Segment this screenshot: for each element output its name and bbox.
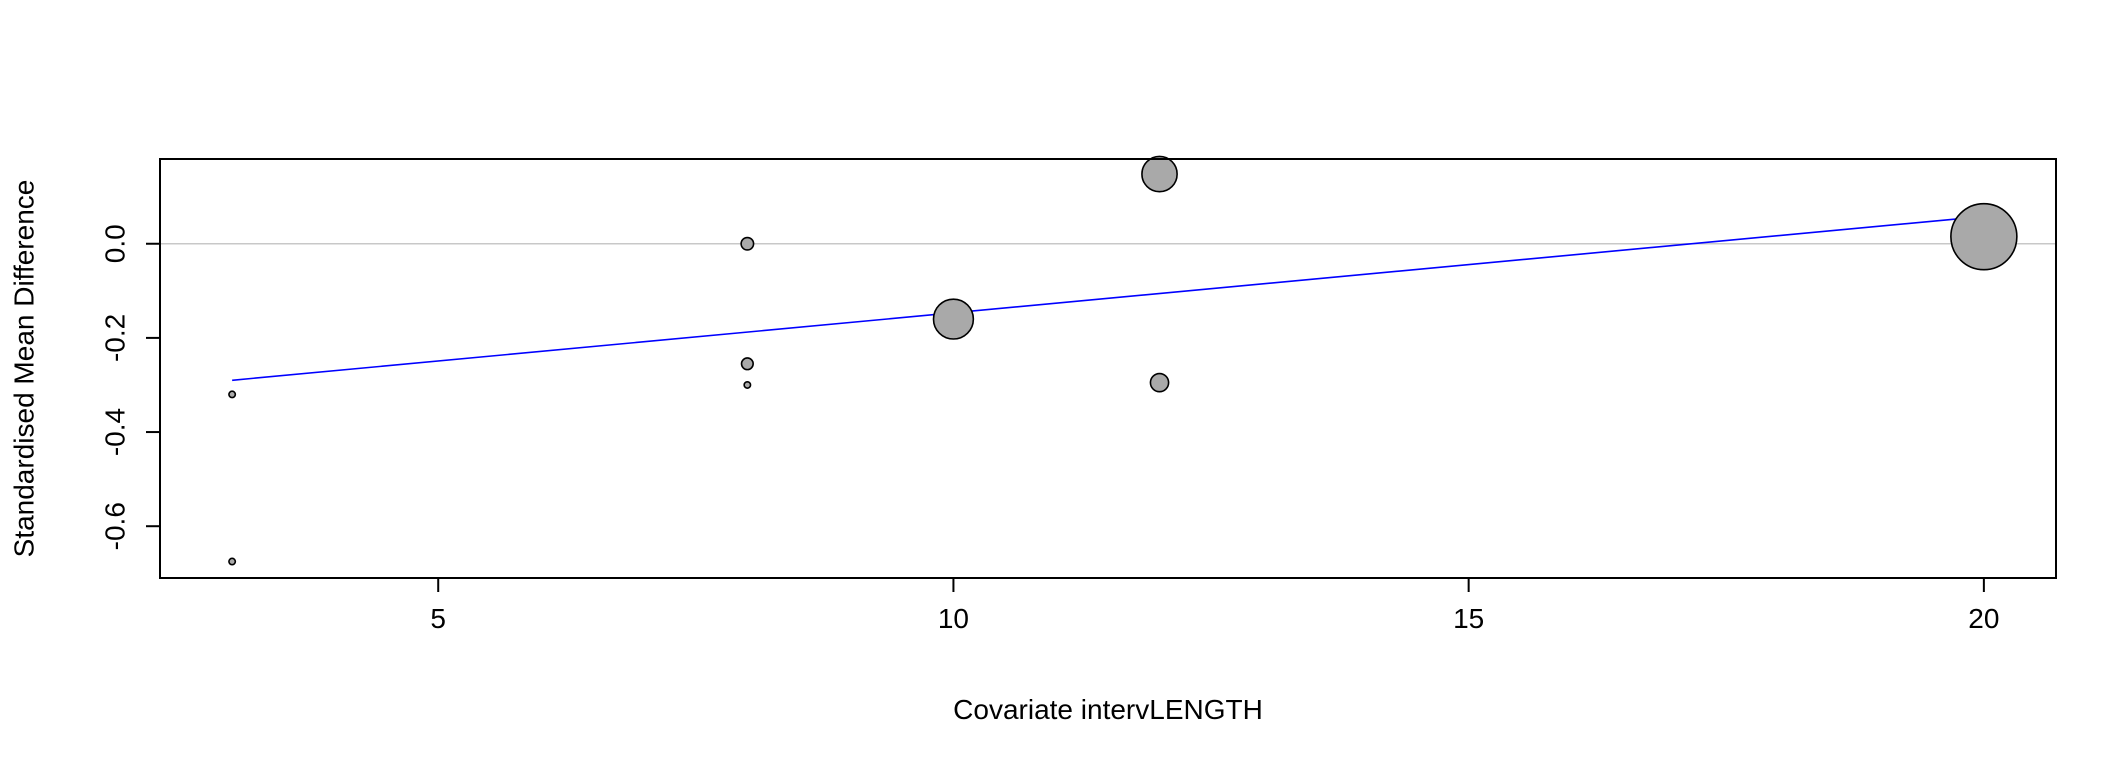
data-point: [228, 557, 237, 566]
x-tick-label: 15: [1453, 603, 1484, 634]
data-point: [1950, 202, 2018, 271]
y-axis: -0.6 -0.4 -0.2 0.0: [100, 224, 161, 550]
data-points-layer: [228, 155, 2018, 566]
x-axis: 5 10 15 20: [430, 577, 1999, 634]
regression-line-layer: [232, 215, 1984, 382]
data-point: [1141, 155, 1178, 193]
y-tick-label: -0.2: [100, 314, 131, 362]
y-tick-label: 0.0: [100, 224, 131, 263]
regression-line: [232, 215, 1984, 382]
data-point: [740, 236, 755, 251]
data-point: [228, 390, 237, 399]
data-point: [1149, 372, 1170, 393]
y-tick-label: -0.4: [100, 408, 131, 456]
plot-frame: [159, 158, 2057, 579]
x-tick-label: 20: [1968, 603, 1999, 634]
data-point: [743, 380, 752, 389]
y-tick-label: -0.6: [100, 502, 131, 550]
x-tick-label: 10: [938, 603, 969, 634]
y-axis-title: Standardised Mean Difference: [9, 180, 40, 558]
x-axis-title: Covariate intervLENGTH: [953, 694, 1263, 725]
data-point: [932, 298, 975, 340]
data-point: [740, 357, 754, 371]
x-tick-label: 5: [430, 603, 446, 634]
